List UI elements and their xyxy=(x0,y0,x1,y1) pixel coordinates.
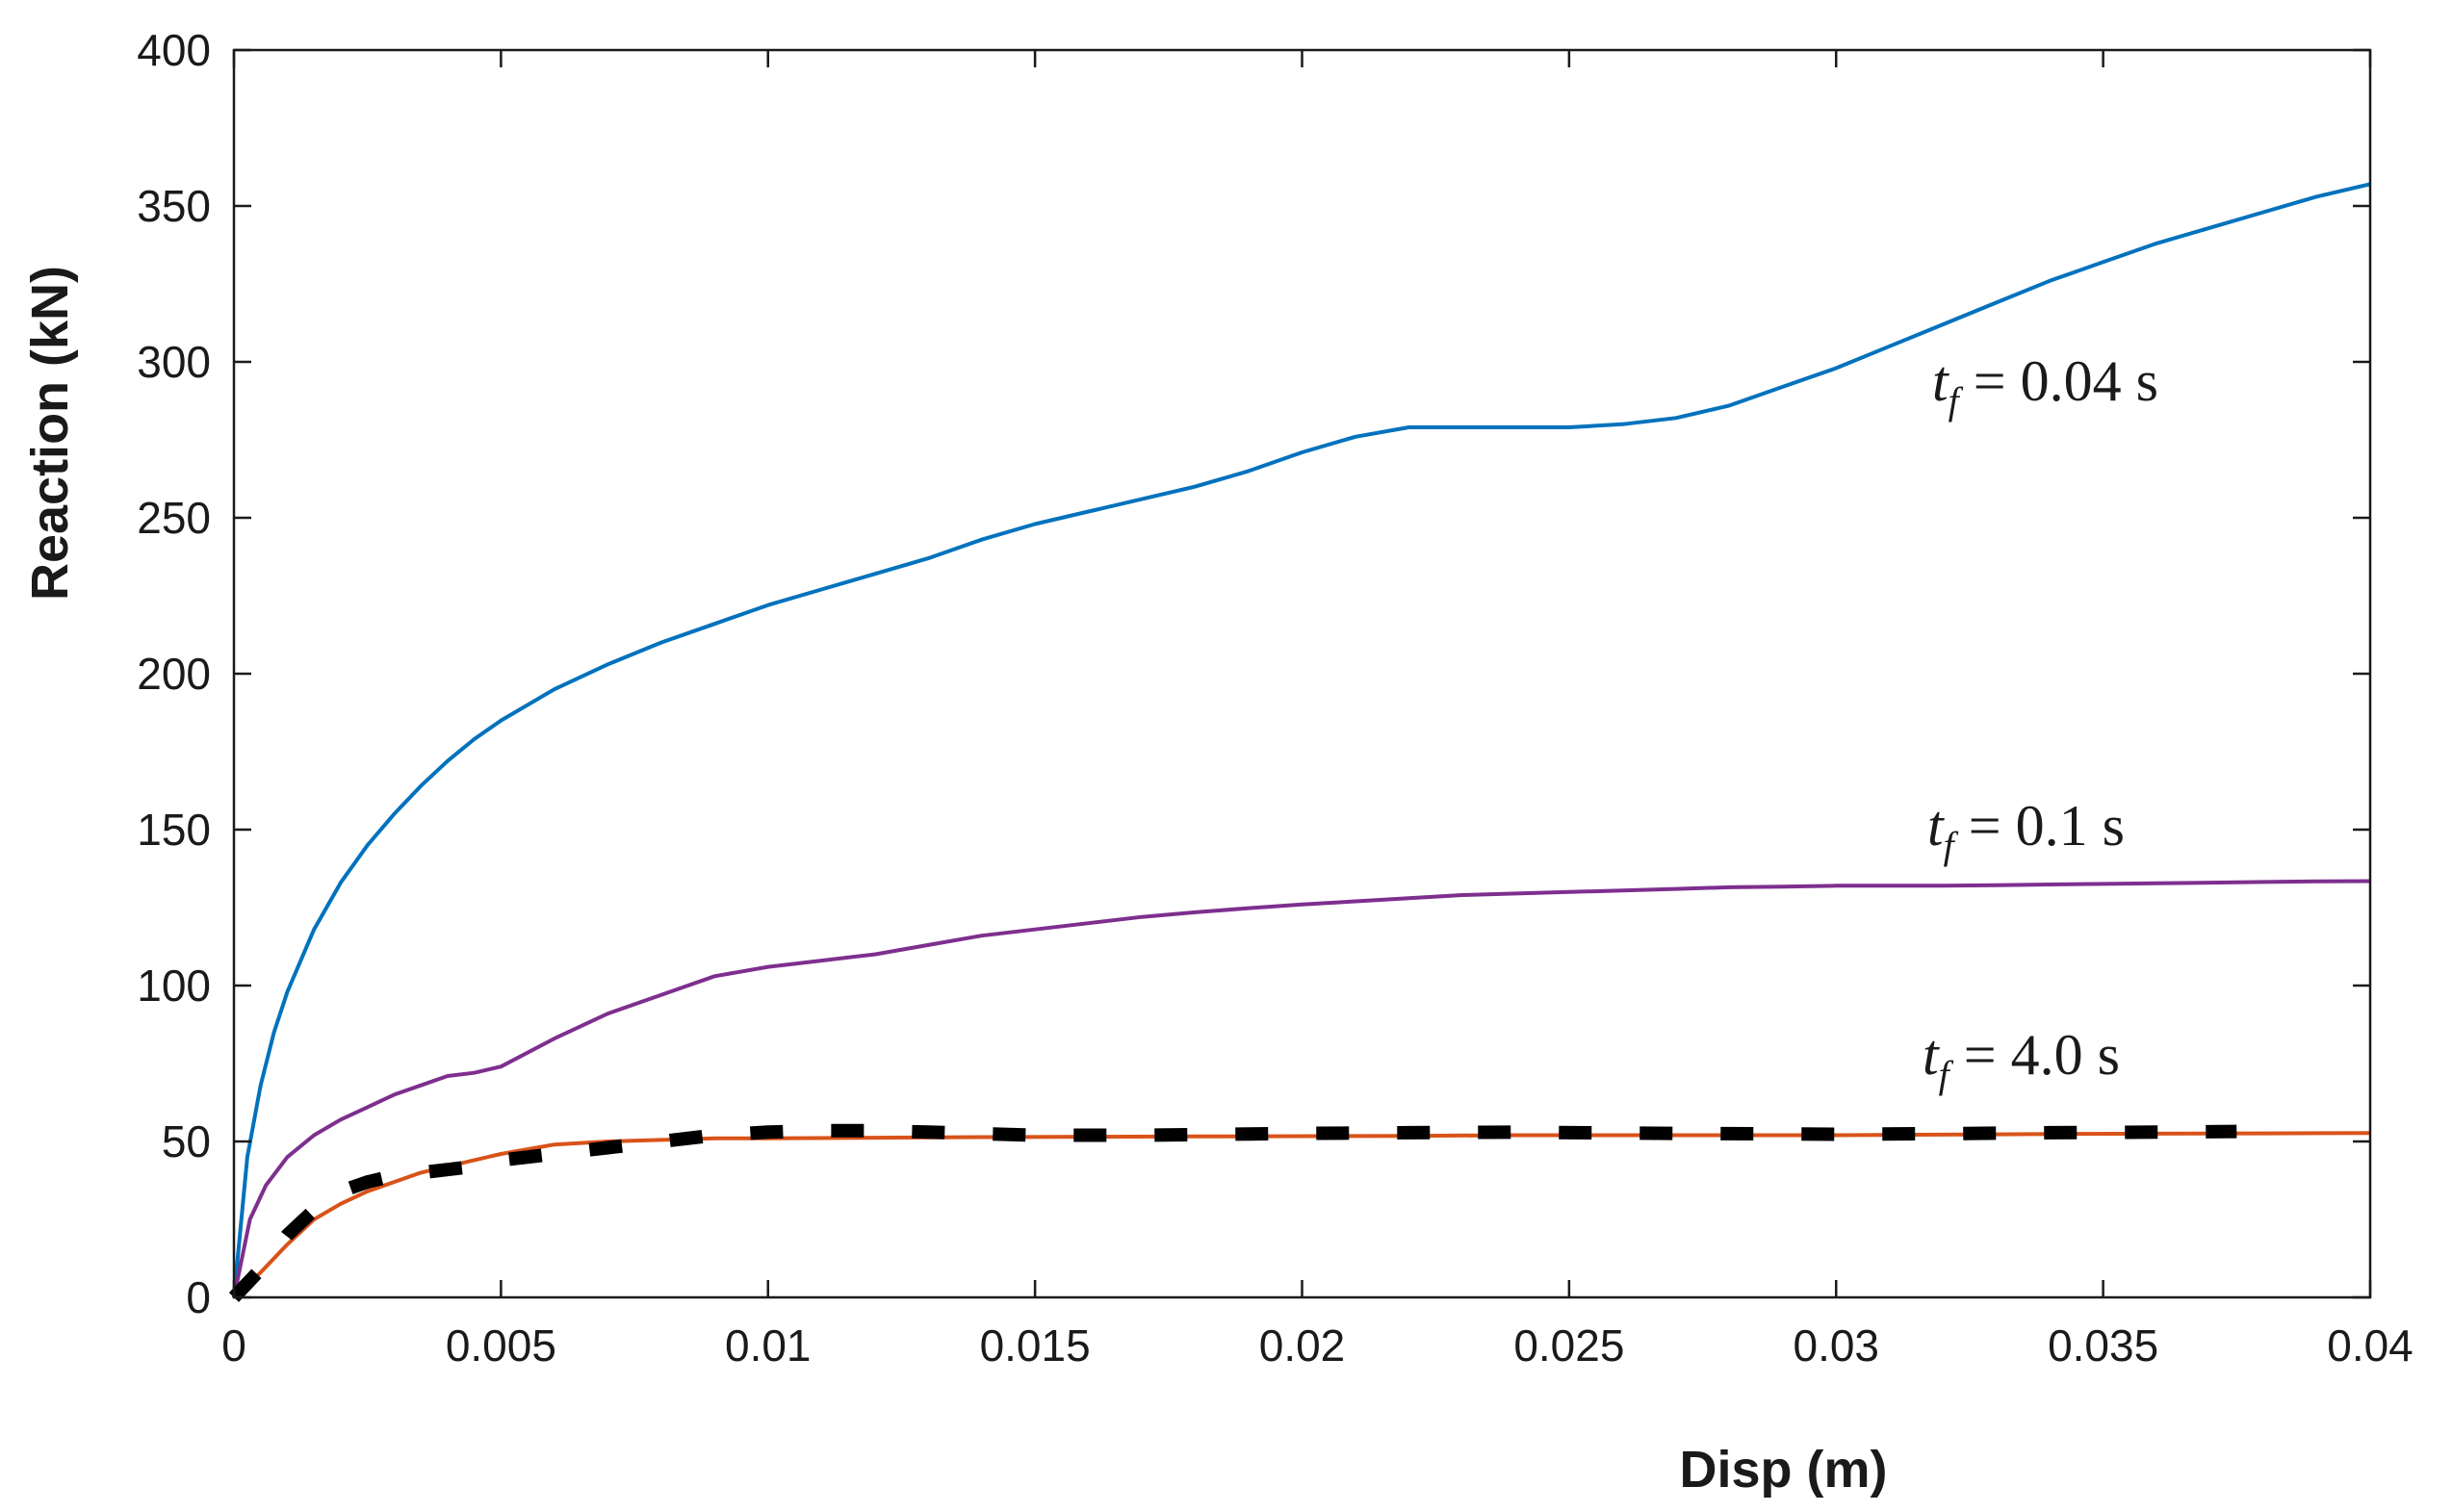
series-line-2 xyxy=(232,1131,2371,1299)
y-tick-label: 300 xyxy=(137,337,211,387)
x-tick-label: 0.035 xyxy=(2048,1320,2158,1371)
series-line-3 xyxy=(228,1123,2237,1302)
annotation-value: = 0.1 s xyxy=(1954,794,2125,858)
x-tick-label: 0.02 xyxy=(1259,1320,1346,1371)
ticks-layer: 0 0.005 0.01 0.015 0.02 0.025 0.03 0.035 0.04 0 50… xyxy=(137,25,2413,1371)
y-tick-label: 200 xyxy=(137,649,211,699)
annotation-symbol: t xyxy=(1923,1023,1940,1087)
x-axis-title: Disp (m) xyxy=(1680,1441,1888,1499)
plot-area-frame xyxy=(232,48,2372,1299)
x-tick-label: 0.025 xyxy=(1513,1320,1624,1371)
annotation-tf-0-1: tf = 0.1 s xyxy=(1927,794,2125,867)
x-tick-label: 0.015 xyxy=(980,1320,1091,1371)
y-tick-label: 100 xyxy=(137,961,211,1011)
series-layer xyxy=(228,182,2371,1302)
annotation-value: = 4.0 s xyxy=(1949,1023,2120,1087)
annotation-tf-0-04: tf = 0.04 s xyxy=(1932,349,2158,423)
x-tick-label: 0 xyxy=(221,1320,246,1371)
annotation-tf-4-0: tf = 4.0 s xyxy=(1923,1023,2120,1096)
y-tick-label: 350 xyxy=(137,181,211,231)
y-tick-label: 0 xyxy=(186,1272,211,1322)
annotation-symbol: t xyxy=(1927,794,1945,858)
y-tick-label: 150 xyxy=(137,805,211,855)
y-tick-label: 250 xyxy=(137,493,211,543)
y-tick-label: 50 xyxy=(162,1116,211,1166)
y-axis-title: Reaction (kN) xyxy=(21,266,79,601)
series-line-0 xyxy=(232,182,2371,1298)
y-tick-label: 400 xyxy=(137,25,211,75)
x-tick-label: 0.01 xyxy=(725,1320,812,1371)
series-line-1 xyxy=(232,879,2371,1298)
x-tick-label: 0.03 xyxy=(1793,1320,1879,1371)
x-tick-label: 0.04 xyxy=(2327,1320,2413,1371)
annotation-symbol: t xyxy=(1932,349,1949,413)
x-tick-label: 0.005 xyxy=(446,1320,556,1371)
annotation-value: = 0.04 s xyxy=(1959,349,2158,413)
